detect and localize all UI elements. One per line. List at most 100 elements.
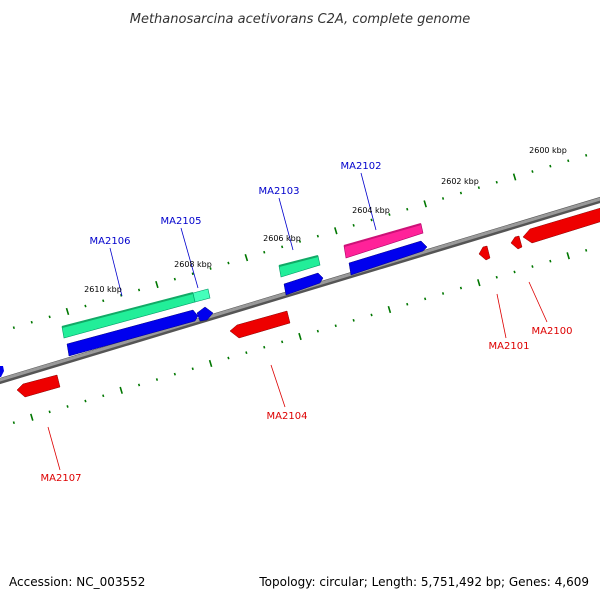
upper-track-minor-tick xyxy=(531,170,534,173)
cds-arrow-ma2107[interactable] xyxy=(16,374,61,398)
gene-labels: MA2102 MA2103 MA2105 MA2106 MA2100 MA210… xyxy=(41,161,573,484)
lower-track-major-tick xyxy=(477,279,481,287)
lower-track-minor-tick xyxy=(102,394,105,398)
upper-track-major-tick xyxy=(334,227,338,235)
lower-track-minor-tick xyxy=(441,292,445,295)
tick-label-2610: 2610 kbp xyxy=(84,285,122,294)
upper-track-minor-tick xyxy=(48,315,51,319)
upper-track-minor-tick xyxy=(441,197,445,200)
tick-label-2602: 2602 kbp xyxy=(441,177,479,186)
lower-track-minor-tick xyxy=(495,275,498,279)
lower-track-minor-tick xyxy=(406,302,409,306)
gene-label-ma2100[interactable]: MA2100 xyxy=(532,326,573,337)
lower-track-minor-tick xyxy=(424,297,427,301)
cds-arrow-ma2103[interactable] xyxy=(283,272,324,296)
upper-track-minor-tick xyxy=(388,213,391,216)
cds-arrow-left-edge xyxy=(0,366,4,377)
feature-ma2103 xyxy=(278,255,321,278)
lower-track-minor-tick xyxy=(191,367,194,371)
lower-track-minor-tick xyxy=(84,399,87,403)
upper-track-minor-tick xyxy=(298,240,302,243)
lower-track-minor-tick xyxy=(585,248,588,252)
tick-label-2600: 2600 kbp xyxy=(529,146,567,155)
callout-lines xyxy=(47,172,548,471)
lower-tick-track xyxy=(12,248,588,425)
cds-arrow-ma2102[interactable] xyxy=(348,240,428,276)
gene-label-ma2105[interactable]: MA2105 xyxy=(161,216,202,227)
cds-arrow-ma2100[interactable] xyxy=(522,207,600,244)
gene-label-ma2103[interactable]: MA2103 xyxy=(259,186,300,197)
upper-track-minor-tick xyxy=(567,159,570,163)
lower-track-major-tick xyxy=(298,332,302,341)
upper-track-minor-tick xyxy=(120,293,123,297)
upper-track-minor-tick xyxy=(459,191,463,195)
lower-track-minor-tick xyxy=(173,372,176,376)
upper-track-major-tick xyxy=(65,307,70,316)
tick-label-2608: 2608 kbp xyxy=(174,260,212,269)
feature-ma2105 xyxy=(192,288,211,303)
gene-label-ma2107[interactable]: MA2107 xyxy=(41,473,82,484)
upper-track-minor-tick xyxy=(227,261,230,265)
upper-track-minor-tick xyxy=(137,288,141,292)
lower-track-minor-tick xyxy=(227,356,230,360)
upper-track-minor-tick xyxy=(495,180,498,184)
lower-track-minor-tick xyxy=(531,265,534,268)
upper-track-minor-tick xyxy=(281,245,284,249)
cds-arrow-ma2100-small[interactable] xyxy=(510,235,523,250)
lower-track-minor-tick xyxy=(48,410,51,414)
cds-arrow-ma2106[interactable] xyxy=(66,309,199,357)
lower-track-minor-tick xyxy=(155,378,159,381)
lower-track-minor-tick xyxy=(334,324,337,328)
upper-track-minor-tick xyxy=(173,277,176,281)
upper-track-major-tick xyxy=(512,173,517,181)
gene-label-ma2106[interactable]: MA2106 xyxy=(90,236,131,247)
upper-track-minor-tick xyxy=(30,320,33,324)
gene-label-ma2104[interactable]: MA2104 xyxy=(267,411,308,422)
lower-track-minor-tick xyxy=(352,318,355,322)
lower-track-minor-tick xyxy=(263,345,266,349)
lower-track-major-tick xyxy=(30,413,34,421)
upper-track-major-tick xyxy=(244,254,249,262)
upper-track-minor-tick xyxy=(191,272,194,276)
tick-label-2606: 2606 kbp xyxy=(263,234,301,243)
cds-arrow-ma2105[interactable] xyxy=(196,306,214,322)
map-title: Methanosarcina acetivorans C2A, complete… xyxy=(130,12,471,27)
lower-track-minor-tick xyxy=(12,421,15,425)
lower-track-minor-tick xyxy=(137,383,141,387)
lower-track-minor-tick xyxy=(316,329,319,333)
lower-track-minor-tick xyxy=(459,286,463,290)
cds-arrow-ma2101[interactable] xyxy=(478,245,491,261)
upper-track-minor-tick xyxy=(585,153,588,157)
genome-summary: Topology: circular; Length: 5,751,492 bp… xyxy=(258,575,589,589)
reverse-cds-track xyxy=(16,207,600,398)
upper-track-minor-tick xyxy=(263,250,266,254)
lower-track-minor-tick xyxy=(549,259,552,263)
upper-track-minor-tick xyxy=(84,304,87,308)
upper-track-major-tick xyxy=(423,200,427,208)
cds-arrow-ma2104[interactable] xyxy=(229,310,291,339)
upper-track-minor-tick xyxy=(12,326,15,330)
upper-track-minor-tick xyxy=(316,234,319,238)
gene-label-ma2101[interactable]: MA2101 xyxy=(489,341,530,352)
upper-track-major-tick xyxy=(155,280,159,289)
lower-track-minor-tick xyxy=(281,340,284,344)
upper-track-minor-tick xyxy=(549,164,552,168)
accession-label: Accession: NC_003552 xyxy=(9,575,145,589)
lower-track-major-tick xyxy=(566,252,570,260)
lower-track-major-tick xyxy=(119,386,123,394)
forward-cds-track xyxy=(0,240,428,377)
upper-tick-track xyxy=(12,153,588,330)
upper-track-minor-tick xyxy=(102,299,105,303)
gene-label-ma2102[interactable]: MA2102 xyxy=(341,161,382,172)
lower-track-major-tick xyxy=(387,305,392,314)
upper-track-minor-tick xyxy=(406,207,409,211)
tick-label-2604: 2604 kbp xyxy=(352,206,390,215)
feature-track xyxy=(61,223,424,339)
lower-track-minor-tick xyxy=(245,351,248,355)
lower-track-minor-tick xyxy=(66,405,69,408)
upper-track-minor-tick xyxy=(352,223,355,227)
lower-track-major-tick xyxy=(208,359,213,368)
lower-track-minor-tick xyxy=(513,270,516,274)
upper-track-minor-tick xyxy=(209,267,212,270)
